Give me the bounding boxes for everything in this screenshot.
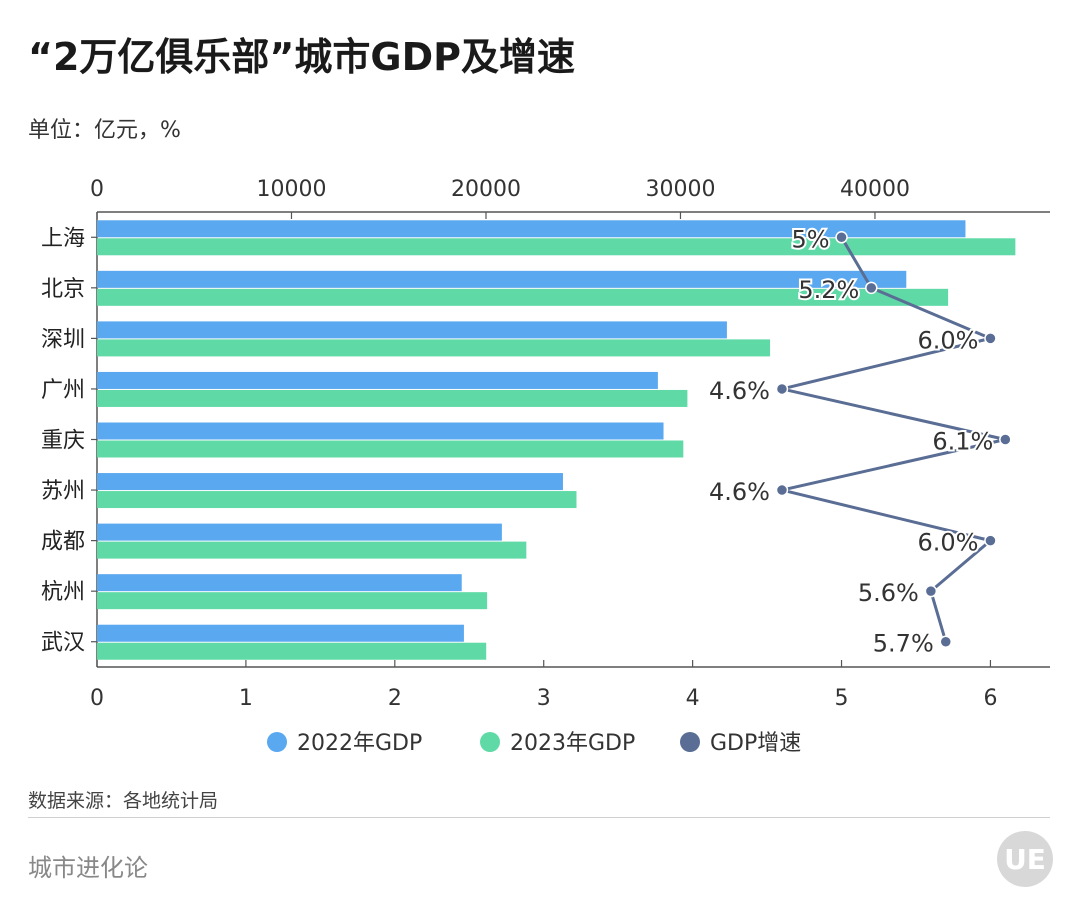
bar-2023-gdp xyxy=(97,541,527,559)
growth-point xyxy=(775,483,789,497)
bar-2022-gdp xyxy=(97,371,658,389)
bar-2023-gdp xyxy=(97,288,949,306)
category-label: 北京 xyxy=(41,277,85,302)
bar-2022-gdp xyxy=(97,523,502,541)
legend-marker xyxy=(680,732,700,752)
legend-marker xyxy=(480,732,500,752)
bar-2022-gdp xyxy=(97,270,907,288)
brand-logo: UE xyxy=(997,831,1053,887)
growth-point xyxy=(984,534,997,547)
source-note: 数据来源：各地统计局 xyxy=(28,790,219,812)
bottom-axis-tick-label: 6 xyxy=(983,686,997,711)
top-axis-tick-label: 10000 xyxy=(256,177,326,202)
top-axis-tick-label: 20000 xyxy=(451,177,521,202)
category-label: 重庆 xyxy=(41,429,85,454)
bar-2022-gdp xyxy=(97,574,462,592)
bar-2023-gdp xyxy=(97,440,684,458)
bar-2023-gdp xyxy=(97,491,577,509)
bottom-axis-tick-label: 2 xyxy=(388,686,402,711)
bar-2022-gdp xyxy=(97,220,966,238)
legend-marker xyxy=(267,732,287,752)
growth-label: 6.0% xyxy=(917,326,978,354)
category-label: 上海 xyxy=(41,226,85,251)
growth-point xyxy=(939,635,953,648)
growth-point xyxy=(775,382,789,396)
bottom-axis-tick-label: 3 xyxy=(537,686,551,711)
chart-title: “2万亿俱乐部”城市GDP及增速 xyxy=(28,35,575,79)
growth-label: 5.2% xyxy=(798,276,859,304)
top-axis-tick-label: 0 xyxy=(90,177,104,202)
bar-2023-gdp xyxy=(97,642,487,660)
growth-point xyxy=(924,584,938,598)
growth-label: 4.6% xyxy=(709,377,770,405)
growth-point xyxy=(835,231,848,244)
bar-2022-gdp xyxy=(97,473,563,491)
growth-label: 4.6% xyxy=(709,478,770,506)
legend-label: 2023年GDP xyxy=(510,731,635,756)
growth-point xyxy=(984,332,997,345)
growth-point xyxy=(865,281,878,295)
bar-2022-gdp xyxy=(97,624,464,642)
legend-label: 2022年GDP xyxy=(297,731,422,756)
category-label: 深圳 xyxy=(41,327,85,352)
growth-label: 6.1% xyxy=(932,428,993,456)
growth-label: 5.6% xyxy=(858,579,919,607)
divider xyxy=(28,817,1050,818)
chart-area: 0 10000 20000 30000 40000 0 1 2 3 4 5 6 上海北京深圳广州重庆苏州… xyxy=(41,177,1050,756)
bar-2023-gdp xyxy=(97,592,488,610)
bar-2023-gdp xyxy=(97,238,1016,256)
unit-label: 单位：亿元，% xyxy=(28,118,181,143)
top-axis-tick-label: 40000 xyxy=(840,177,910,202)
category-label: 广州 xyxy=(41,378,85,403)
growth-label: 5.7% xyxy=(873,630,934,658)
category-label: 杭州 xyxy=(41,580,85,605)
top-axis-tick-label: 30000 xyxy=(645,177,715,202)
growth-point xyxy=(999,433,1012,446)
bar-2022-gdp xyxy=(97,321,727,339)
category-label: 苏州 xyxy=(41,479,85,504)
brand-name: 城市进化论 xyxy=(28,854,148,882)
bar-2023-gdp xyxy=(97,389,688,407)
bar-2022-gdp xyxy=(97,422,664,440)
growth-label: 6.0% xyxy=(917,529,978,557)
category-label: 武汉 xyxy=(41,631,85,656)
category-label: 成都 xyxy=(41,530,85,555)
bottom-axis-tick-label: 1 xyxy=(239,686,253,711)
bottom-axis-tick-label: 4 xyxy=(686,686,700,711)
legend-label: GDP增速 xyxy=(710,731,801,756)
bottom-axis-tick-label: 0 xyxy=(90,686,104,711)
bottom-axis-tick-label: 5 xyxy=(835,686,849,711)
growth-label: 5% xyxy=(791,225,829,253)
bar-2023-gdp xyxy=(97,339,771,357)
